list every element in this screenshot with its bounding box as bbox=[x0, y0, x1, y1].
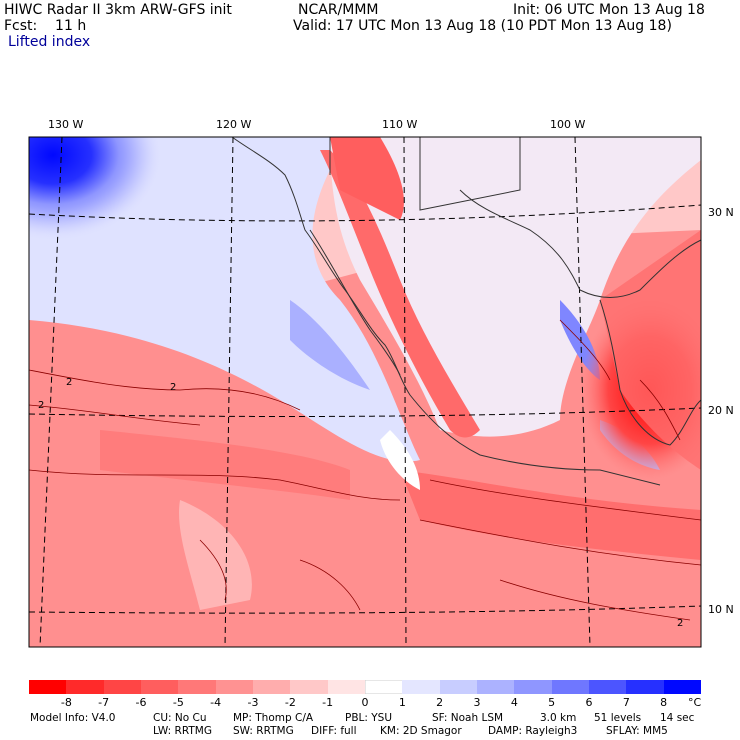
lat-label-30n: 30 N bbox=[708, 206, 734, 219]
colorbar-swatch bbox=[365, 680, 403, 694]
pbl-scheme: PBL: YSU bbox=[345, 712, 393, 724]
meridian-120w bbox=[224, 136, 234, 648]
lat-label-20n: 20 N bbox=[708, 404, 734, 417]
mp-scheme: MP: Thomp C/A bbox=[233, 712, 314, 724]
colorbar-tick-label: -8 bbox=[60, 696, 72, 709]
diff-scheme: DIFF: full bbox=[311, 725, 357, 737]
colorbar-tick-label: -7 bbox=[98, 696, 110, 709]
colorbar-swatch bbox=[551, 680, 590, 694]
product-title: HIWC Radar II 3km ARW-GFS init bbox=[4, 2, 232, 18]
colorbar-swatch bbox=[103, 680, 142, 694]
colorbar-tick-label: -6 bbox=[135, 696, 147, 709]
time-step: 14 sec bbox=[660, 712, 695, 724]
lon-label-130w: 130 W bbox=[48, 118, 84, 131]
gulf-coast bbox=[579, 239, 702, 298]
colorbar-tick-label: -4 bbox=[210, 696, 222, 709]
colorbar-swatch bbox=[178, 680, 217, 694]
colorbar-swatch bbox=[589, 680, 627, 694]
vertical-levels: 51 levels bbox=[594, 712, 642, 724]
lat-label-10n: 10 N bbox=[708, 603, 734, 616]
meridian-100w bbox=[574, 136, 591, 648]
sw-scheme: SW: RRTMG bbox=[233, 725, 294, 737]
colorbar-swatch bbox=[514, 680, 553, 694]
meridian-130w bbox=[39, 136, 63, 648]
colorbar-tick-label: 4 bbox=[510, 696, 518, 709]
lon-label-100w: 100 W bbox=[550, 118, 586, 131]
lon-label-110w: 110 W bbox=[382, 118, 418, 131]
lon-label-120w: 120 W bbox=[216, 118, 252, 131]
cu-scheme: CU: No Cu bbox=[153, 712, 207, 724]
map-frame bbox=[28, 136, 702, 648]
contours bbox=[28, 319, 702, 621]
colorbar-tick-label: -5 bbox=[172, 696, 184, 709]
pacific-coastline bbox=[231, 136, 661, 486]
meridian-110w bbox=[403, 136, 407, 648]
field-name: Lifted index bbox=[8, 34, 91, 50]
sflay-scheme: SFLAY: MM5 bbox=[606, 725, 668, 737]
forecast-hour: Fcst: 11 h bbox=[4, 18, 87, 34]
colorbar-tick-label: 3 bbox=[473, 696, 481, 709]
colorbar-swatch bbox=[626, 680, 665, 694]
contour-label: 2 bbox=[38, 400, 44, 411]
colorbar-swatch bbox=[663, 680, 702, 694]
colorbar-swatch bbox=[402, 680, 441, 694]
lw-scheme: LW: RRTMG bbox=[153, 725, 212, 737]
colorbar-tick-label: -3 bbox=[247, 696, 259, 709]
colorbar-tick-label: 7 bbox=[622, 696, 630, 709]
init-time: Init: 06 UTC Mon 13 Aug 18 bbox=[513, 2, 705, 18]
yucatan-coast bbox=[599, 299, 702, 446]
colorbar-swatch bbox=[141, 680, 179, 694]
colorbar-swatch bbox=[439, 680, 478, 694]
km-scheme: KM: 2D Smagor bbox=[380, 725, 462, 737]
colorbar-tick-label: -1 bbox=[322, 696, 334, 709]
mexico-border bbox=[459, 189, 581, 291]
colorbar-tick-label: 0 bbox=[361, 696, 369, 709]
colorbar-swatch bbox=[290, 680, 329, 694]
parallel-30n bbox=[28, 204, 702, 222]
colorbar-swatch bbox=[215, 680, 254, 694]
colorbar-unit: °C bbox=[688, 696, 702, 709]
colorbar-swatch bbox=[66, 680, 105, 694]
colorbar-swatch bbox=[477, 680, 515, 694]
center-name: NCAR/MMM bbox=[298, 2, 379, 18]
colorbar-tick-label: 2 bbox=[436, 696, 444, 709]
sf-scheme: SF: Noah LSM bbox=[432, 712, 504, 724]
colorbar-swatch bbox=[327, 680, 366, 694]
colorbar-tick-label: 8 bbox=[660, 696, 668, 709]
damp-scheme: DAMP: Rayleigh3 bbox=[488, 725, 578, 737]
colorbar-swatch bbox=[29, 680, 67, 694]
parallel-20n bbox=[28, 407, 702, 417]
parallel-10n bbox=[28, 605, 702, 614]
grid-resolution: 3.0 km bbox=[540, 712, 577, 724]
contour-label: 2 bbox=[677, 618, 683, 629]
valid-time: Valid: 17 UTC Mon 13 Aug 18 (10 PDT Mon … bbox=[293, 18, 672, 34]
colorbar-tick-label: 1 bbox=[398, 696, 406, 709]
graticule bbox=[28, 136, 702, 648]
coastlines bbox=[231, 136, 702, 486]
contour-label: 2 bbox=[66, 377, 72, 388]
colorbar-tick-label: 6 bbox=[585, 696, 593, 709]
colorbar-swatch bbox=[253, 680, 291, 694]
contour-label: 2 bbox=[170, 382, 176, 393]
colorbar-tick-label: 5 bbox=[548, 696, 556, 709]
colorbar-tick-label: -2 bbox=[284, 696, 296, 709]
model-info: Model Info: V4.0 bbox=[30, 712, 116, 724]
baja-peninsula bbox=[309, 229, 401, 376]
